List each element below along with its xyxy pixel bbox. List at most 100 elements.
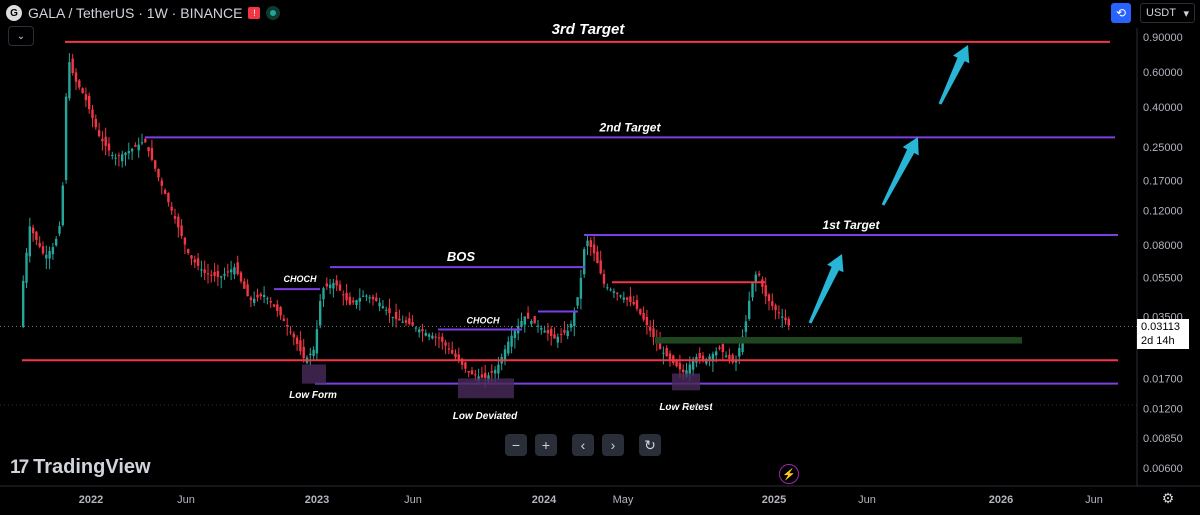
candle-body [540, 328, 543, 330]
candle-body [592, 244, 596, 254]
level-label: CHOCH [467, 316, 500, 326]
candle-body [266, 298, 269, 300]
arrow-shape [938, 45, 970, 105]
candle-body [111, 154, 114, 156]
collapse-chevron-icon[interactable]: ⌄ [8, 26, 34, 46]
price-axis[interactable]: 0.90000 0.60000 0.40000 0.25000 0.17000 0.120… [1143, 32, 1183, 475]
candle-body [784, 317, 787, 321]
scroll-right-button[interactable]: › [602, 434, 624, 456]
candle-body [599, 260, 602, 274]
candle-body [639, 309, 642, 315]
candle-body [454, 353, 457, 358]
candle-body [487, 375, 490, 381]
lightning-icon[interactable]: ⚡ [779, 464, 799, 484]
candle-body [117, 155, 121, 157]
candle-body [365, 295, 368, 297]
candle-body [678, 362, 682, 370]
currency-selector[interactable]: USDT ▾ [1140, 3, 1195, 23]
low-zone-box [672, 373, 700, 391]
candle-body [61, 185, 64, 226]
candle-body [556, 336, 559, 343]
candle-body [226, 271, 229, 273]
candle-body [748, 300, 751, 319]
candle-body [602, 274, 606, 284]
candle-body [190, 255, 193, 259]
flag-icon[interactable]: ! [248, 7, 261, 19]
candle-body [233, 267, 236, 275]
candle-body [691, 358, 695, 370]
candle-body [302, 346, 305, 359]
low-annotation: Low Deviated [453, 411, 518, 422]
candle-body [668, 353, 672, 360]
candle-body [586, 240, 589, 247]
price-axis-tick: 0.90000 [1143, 32, 1183, 44]
chevron-down-icon: ▾ [1183, 7, 1189, 20]
zoom-out-button[interactable]: − [505, 434, 527, 456]
tradingview-wordmark: TradingView [33, 456, 151, 478]
candle-body [157, 169, 160, 178]
demand-zone [655, 337, 1022, 344]
price-axis-tick: 0.08000 [1143, 240, 1183, 252]
candle-body [325, 283, 328, 287]
symbol-title[interactable]: GALA / TetherUS · 1W · BINANCE [28, 5, 243, 21]
bar-countdown: 2d 14h [1141, 335, 1175, 347]
candle-body [513, 330, 517, 339]
candle-body [121, 154, 124, 162]
candle-body [744, 321, 748, 332]
candle-body [269, 301, 272, 303]
candle-body [130, 149, 134, 152]
tradingview-logo[interactable]: 17 TradingView [10, 456, 151, 479]
candle-body [553, 334, 556, 339]
candle-body [550, 328, 553, 336]
zoom-in-button[interactable]: + [535, 434, 557, 456]
candle-body [421, 329, 424, 332]
candle-body [236, 262, 239, 275]
candle-body [606, 287, 609, 289]
candle-body [58, 226, 61, 234]
candle-body [144, 138, 147, 143]
candle-body [375, 297, 378, 301]
target-arrow-icon [881, 137, 919, 206]
symbol-header[interactable]: G GALA / TetherUS · 1W · BINANCE ! [6, 4, 281, 22]
candle-body [411, 322, 414, 326]
time-axis-tick: 2025 [762, 494, 786, 506]
target-arrow-icon [938, 45, 970, 105]
candle-body [114, 157, 117, 159]
candle-body [81, 88, 84, 94]
gear-icon[interactable]: ⚙ [1161, 490, 1175, 506]
candle-body [107, 143, 111, 151]
price-axis-tick: 0.12000 [1143, 205, 1183, 217]
candle-body [243, 281, 246, 289]
reset-chart-button[interactable]: ↻ [639, 434, 661, 456]
candle-body [309, 353, 312, 356]
candle-body [193, 259, 196, 263]
candle-body [490, 371, 493, 373]
time-axis[interactable]: 2022 Jun 2023 Jun 2024 May 2025 Jun 2026 Jun [79, 494, 1103, 506]
candle-body [401, 321, 404, 323]
candle-body [315, 329, 319, 354]
candle-body [510, 335, 513, 347]
candle-body [771, 301, 774, 306]
candle-body [764, 285, 767, 297]
reset-controls: ↻ [639, 434, 661, 456]
scroll-left-button[interactable]: ‹ [572, 434, 594, 456]
candle-body [563, 329, 566, 333]
candle-body [338, 284, 342, 291]
time-axis-tick: Jun [1085, 494, 1103, 506]
candle-body [388, 308, 391, 314]
candle-body [546, 330, 550, 334]
candle-body [150, 148, 154, 160]
auto-scale-button[interactable]: ⟲ [1111, 3, 1131, 23]
candle-body [276, 304, 279, 311]
candle-body [170, 206, 173, 211]
candle-body [358, 297, 361, 302]
candle-body [589, 240, 592, 247]
candle-body [698, 352, 701, 359]
candle-body [728, 354, 731, 360]
candle-body [352, 300, 355, 303]
candle-body [467, 371, 470, 373]
candle-body [154, 160, 157, 169]
candle-body [342, 294, 345, 296]
candle-body [332, 282, 335, 289]
